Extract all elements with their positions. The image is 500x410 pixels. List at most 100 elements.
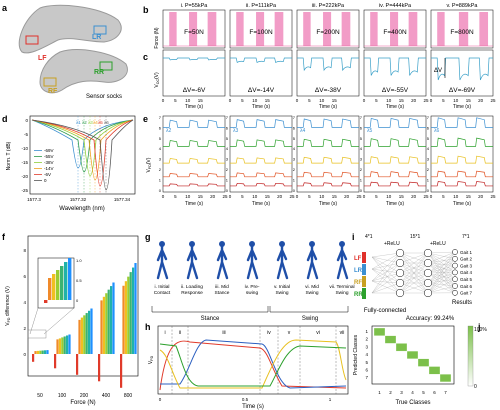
e-trace-5-4 <box>431 170 493 178</box>
e-trace-2-1 <box>230 119 292 128</box>
d-ytick-2: -10 <box>21 146 28 151</box>
e-trace-4-2 <box>364 138 426 147</box>
b-force-label-3: F=200N <box>316 29 340 36</box>
svg-text:VPD: VPD <box>148 355 154 364</box>
e-ytick-3-5: 2 <box>293 167 296 172</box>
i-output-label-3: Gait 3 <box>460 263 473 268</box>
b-force-pulse-5-1 <box>437 12 445 46</box>
j-ytick-4: 4 <box>365 352 368 357</box>
c-xtick-4-3: 15 <box>399 98 405 103</box>
e-ytick-4-6: 1 <box>360 177 363 182</box>
i-input-label-LF: LF <box>354 256 362 262</box>
d-ytick-5: -25 <box>21 188 28 193</box>
d-legend-label-5: 0 <box>44 178 47 183</box>
e-ytick-1-7: 0 <box>159 188 162 193</box>
e-xtick-4-3: 15 <box>399 194 405 199</box>
e-axes-5 <box>430 115 494 193</box>
g-phase-label-6-2: Swing <box>305 290 318 296</box>
b-force-pulse-4-1 <box>370 12 378 46</box>
b-title-3: iii. P=222kPa <box>312 3 345 9</box>
c-xtick-2-2: 10 <box>252 98 258 103</box>
e-ytick-4-0: 7 <box>360 115 363 120</box>
i-edge-1 <box>399 272 429 294</box>
b-force-label-5: F=800N <box>450 29 474 36</box>
i-hidden-node-9 <box>423 278 433 288</box>
i-edge-2 <box>427 258 456 264</box>
label-RF: RF <box>48 88 58 95</box>
f-xlabel: Force (N) <box>70 400 95 406</box>
g-phase-label-5-2: Swing <box>275 290 288 296</box>
e-xtick-5-4: 20 <box>478 194 484 199</box>
f-bar-200-5 <box>85 313 88 354</box>
c-xtick-2-3: 15 <box>265 98 271 103</box>
f-bar-100-2 <box>56 339 59 354</box>
c-voltage-trace-1 <box>163 57 225 61</box>
i-caption-right: Results <box>452 300 472 306</box>
i-edge-1 <box>399 252 429 274</box>
panel-f-label: f <box>2 232 6 242</box>
caption-sensor-socks: Sensor socks <box>86 94 122 100</box>
e-axes-1 <box>162 115 226 193</box>
i-edge-0 <box>371 262 401 270</box>
f-bar-100-1 <box>54 354 57 369</box>
b-force-pulse-3-2 <box>323 12 332 46</box>
g-phase-label-1-2: Contact <box>154 290 171 296</box>
g-phase-label-7-2: Swing <box>335 290 348 296</box>
f-xtick-50: 50 <box>37 393 43 399</box>
c-xtick-4-5: 25 <box>423 98 429 103</box>
i-edge-0 <box>371 262 401 282</box>
c-xtick-3-1: 5 <box>308 98 311 103</box>
f-bar-200-4 <box>83 315 86 354</box>
i-edge-2 <box>427 262 456 287</box>
f-bar-50-2 <box>34 351 37 354</box>
d-ytick-0: 0 <box>25 118 28 123</box>
d-legend-label-3: -14V <box>44 166 54 171</box>
i-input-bar-LF <box>362 252 366 263</box>
b-force-pulse-2-3 <box>274 12 284 46</box>
panel-a: a LR LF RR RF Sensor socks <box>2 3 128 100</box>
c-xtick-5-5: 25 <box>490 98 496 103</box>
e-lambda-label-3: λ4 <box>300 128 306 134</box>
f-bar-50-3 <box>36 350 39 354</box>
i-input-size: 4*1 <box>365 234 373 240</box>
e-trace-1-2 <box>163 140 225 147</box>
c-axes-2 <box>229 49 293 97</box>
g-figure-body-2 <box>186 245 199 280</box>
c-xtick-1-1: 5 <box>174 98 177 103</box>
sock-left <box>18 4 122 54</box>
e-xtick-3-3: 15 <box>332 194 338 199</box>
i-edge-1 <box>399 252 429 294</box>
i-output-size: 7*1 <box>462 234 470 240</box>
e-xtick-4-2: 10 <box>386 194 392 199</box>
panel-i: i 4*1 +ReLU 15*1 +ReLU 7*1 LF LR RF RR Gait … <box>352 232 473 322</box>
f-bar-800-7 <box>134 263 137 354</box>
h-phase-v: v <box>288 330 291 336</box>
svg-text:VOC(V): VOC(V) <box>154 72 160 88</box>
f-bar-800-3 <box>124 281 127 354</box>
i-edge-1 <box>399 252 429 284</box>
e-ytick-3-2: 5 <box>293 136 296 141</box>
f-bar-400-3 <box>102 296 105 354</box>
c-xtick-1-2: 10 <box>185 98 191 103</box>
i-hidden-node-7 <box>423 258 433 268</box>
i-edge-2 <box>427 279 456 284</box>
i-relu-2: +ReLU <box>430 241 446 247</box>
e-lambda-label-2: λ3 <box>233 128 239 134</box>
h-phase-vi: vi <box>316 330 320 336</box>
i-edge-2 <box>427 272 456 287</box>
j-cbar-top: 100% <box>474 327 487 333</box>
c-axes-3 <box>296 49 360 97</box>
e-xtick-4-5: 25 <box>423 194 429 199</box>
c-xlabel-3: Time (s) <box>319 104 337 110</box>
f-ytick-0: 8 <box>23 248 26 253</box>
d-lambda-label-6: λ6 <box>104 120 109 125</box>
i-edge-2 <box>427 282 456 293</box>
c-xtick-5-2: 10 <box>453 98 459 103</box>
i-edge-2 <box>427 272 456 294</box>
j-cell-7 <box>439 374 452 383</box>
h-trace-4 <box>159 343 347 387</box>
f-bar-400-4 <box>105 293 108 354</box>
i-hidden-node-4 <box>395 278 405 288</box>
i-edge-2 <box>427 265 456 294</box>
